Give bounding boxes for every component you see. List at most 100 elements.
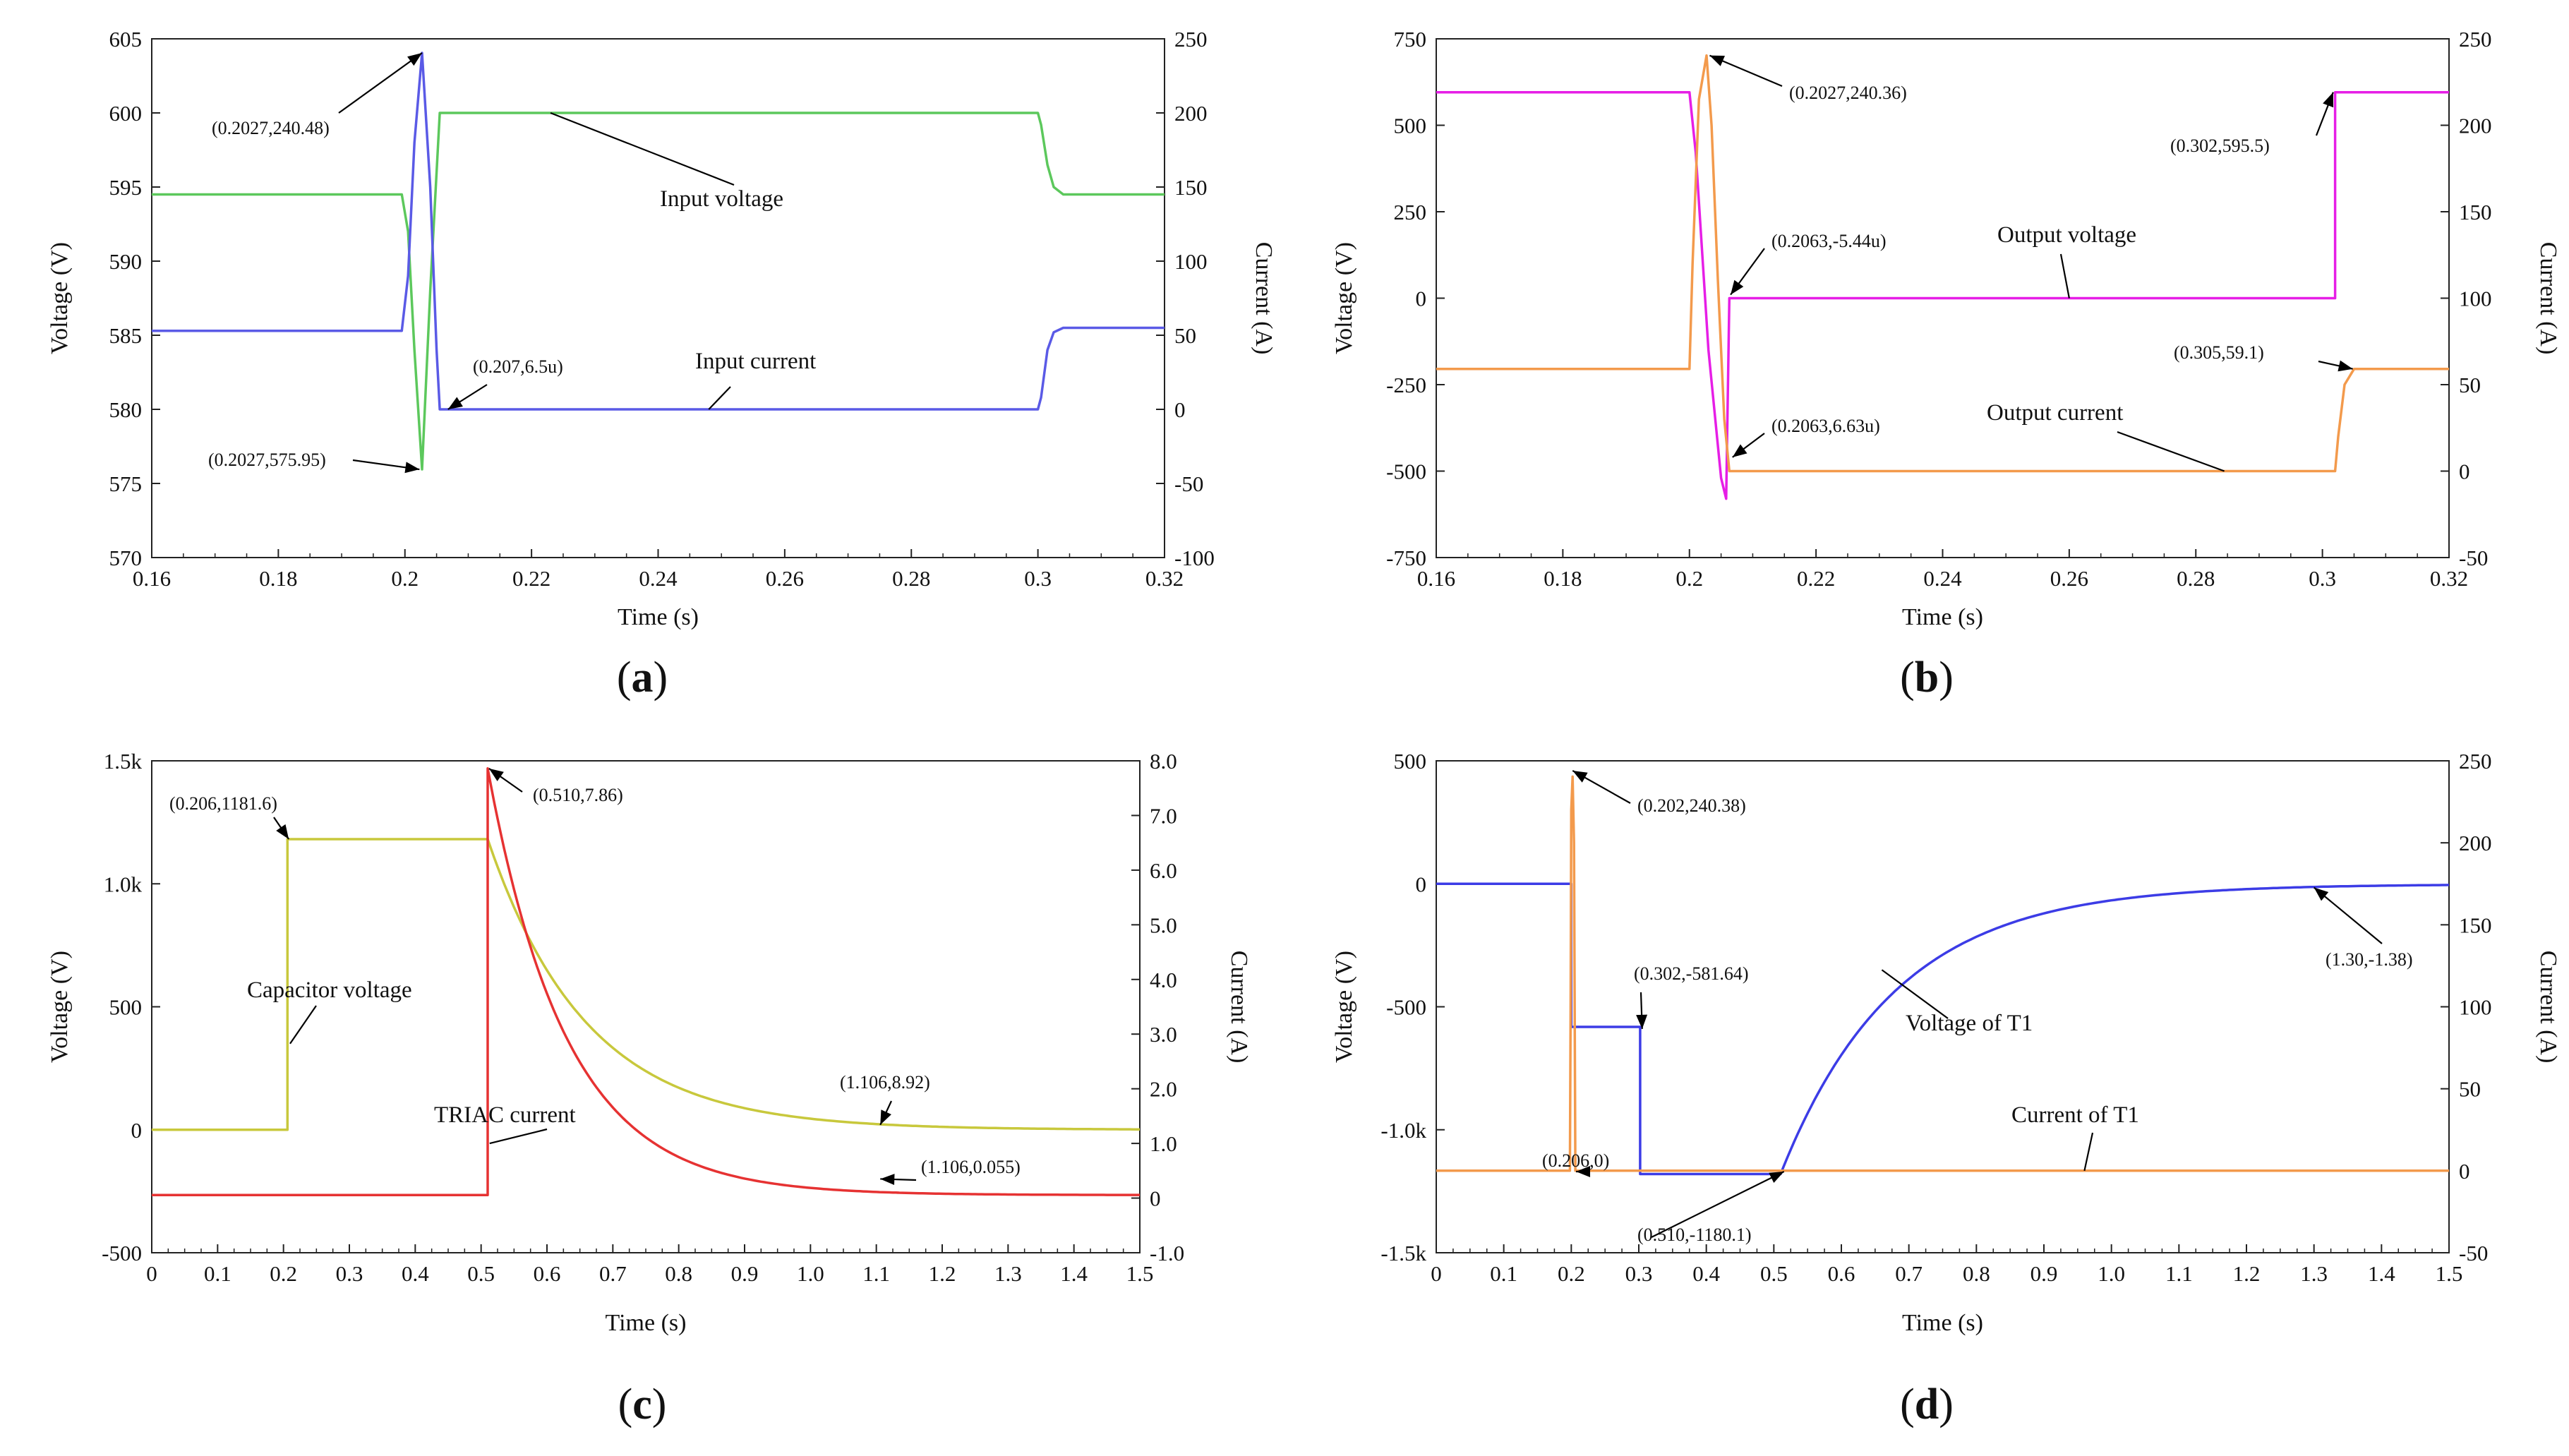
y-left-tick-label: 600 [109,101,143,126]
y-right-tick-label: 100 [2459,287,2492,311]
y-left-axis-label: Voltage (V) [1331,951,1357,1063]
series-line-voltage-of-t1 [1436,882,2450,1176]
annotation-label: (0.302,595.5) [2170,136,2270,156]
x-tick-label: 0.32 [2430,566,2468,591]
annotation-label: (0.2063,6.63u) [1771,416,1880,436]
y-right-tick-label: 250 [2459,749,2492,774]
x-tick-label: 0.16 [1417,566,1455,591]
annotation-arrow [489,1128,548,1145]
x-tick-label: 1.2 [2233,1261,2261,1286]
caption-a: (a) [616,654,668,702]
x-tick-label: 0.9 [731,1261,759,1286]
y-left-tick-label: 500 [109,995,143,1020]
annotation-arrowhead [1636,1014,1648,1029]
y-right-tick-label: 1.0 [1150,1131,1177,1156]
annotation-label: (0.305,59.1) [2174,342,2264,363]
y-right-tick-label: 100 [2459,995,2492,1020]
x-tick-label: 0.8 [665,1261,692,1286]
annotation-arrow [1651,1171,1785,1238]
x-tick-label: 0.3 [1024,566,1052,591]
x-tick-label: 0.5 [467,1261,495,1286]
y-left-tick-label: 0 [131,1118,143,1143]
x-tick-label: 0.3 [2309,566,2336,591]
annotation-arrow [2117,431,2225,472]
x-tick-label: 0.6 [1828,1261,1855,1286]
x-tick-label: 1.4 [2368,1261,2395,1286]
y-right-tick-label: 150 [2459,913,2492,937]
y-right-tick-label: 8.0 [1150,749,1177,774]
y-right-tick-label: 4.0 [1150,968,1177,992]
y-right-axis-label: Current (A) [2535,242,2561,355]
y-right-tick-label: 0 [2459,1159,2470,1184]
x-tick-label: 0 [1431,1261,1442,1286]
series-line-output-voltage [1436,90,2449,500]
x-tick-label: 1.1 [2165,1261,2193,1286]
caption-b: (b) [1900,654,1954,702]
x-tick-label: 1.2 [929,1261,956,1286]
x-axis-label: Time (s) [606,1310,687,1336]
x-tick-label: 1.4 [1060,1261,1088,1286]
annotation-arrowhead [1731,279,1744,295]
annotation-label: (0.510,7.86) [533,785,623,805]
y-right-tick-label: 200 [2459,831,2492,855]
annotation-arrow [550,112,735,186]
annotation-arrow [289,1005,317,1045]
x-tick-label: 1.3 [994,1261,1022,1286]
annotation-label: Capacitor voltage [247,977,412,1003]
annotation-label: (1.106,0.055) [921,1157,1021,1177]
y-left-tick-label: 0 [1416,872,1427,896]
annotation-arrowhead [447,397,463,409]
annotation-label: (1.30,-1.38) [2326,949,2412,970]
x-tick-label: 0.24 [639,566,678,591]
annotation-label: (0.510,-1180.1) [1637,1225,1752,1245]
y-right-tick-label: 0 [1150,1186,1161,1211]
x-tick-label: 0.1 [1490,1261,1517,1286]
x-tick-label: 0.18 [1544,566,1582,591]
x-tick-label: 0.32 [1145,566,1184,591]
y-right-tick-label: 50 [1174,323,1196,348]
y-right-axis-label: Current (A) [2535,951,2561,1064]
y-left-tick-label: 590 [109,249,143,274]
annotation-arrow [338,52,423,114]
y-left-tick-label: -1.0k [1380,1118,1426,1143]
chart-b: 0.16 0.18 0.2 0.22 0.24 0.26 0.28 0.3 0.32 -750 -5… [1331,27,2561,630]
y-left-axis-label: Voltage (V) [47,951,73,1063]
x-tick-label: 1.3 [2300,1261,2328,1286]
x-axis-label: Time (s) [618,604,699,630]
y-left-tick-label: 1.0k [104,872,143,896]
x-tick-label: 0.16 [133,566,171,591]
y-left-tick-label: 750 [1394,27,1427,52]
annotation-label: Input current [695,349,816,374]
x-tick-label: 0.24 [1923,566,1962,591]
y-left-tick-label: 595 [109,175,143,200]
x-tick-label: 0.26 [2050,566,2088,591]
y-right-tick-label: 3.0 [1150,1022,1177,1047]
series-line-current-of-t1 [1436,775,2449,1172]
annotation-arrowhead [1576,1166,1591,1178]
y-left-axis-label: Voltage (V) [1331,242,1357,354]
x-tick-label: 0.8 [1963,1261,1990,1286]
y-left-tick-label: 575 [109,471,143,496]
x-tick-label: 0.28 [892,566,930,591]
annotation-label: Input voltage [660,186,783,212]
annotation-arrow [2059,253,2070,299]
y-right-tick-label: -50 [2459,1241,2488,1265]
y-left-axis-label: Voltage (V) [47,242,73,354]
x-tick-label: 0.6 [534,1261,561,1286]
x-tick-label: 0.4 [402,1261,429,1286]
annotation-arrowhead [276,824,289,839]
annotation-label: Output current [1987,400,2123,426]
annotation-label: (0.2063,-5.44u) [1771,231,1886,251]
y-right-axis-label: Current (A) [1251,242,1277,355]
y-left-tick-label: 500 [1394,114,1427,138]
annotation-arrow [1881,969,1949,1019]
y-right-tick-label: 200 [1174,101,1208,126]
chart-a: 0.16 0.18 0.2 0.22 0.24 0.26 0.28 0.3 0.32 570 575… [47,27,1277,630]
annotation-label: (0.206,1181.6) [169,793,277,814]
annotation-label: TRIAC current [434,1102,576,1128]
annotation-arrowhead [407,52,422,66]
annotation-arrowhead [880,1109,891,1125]
y-right-tick-label: 50 [2459,1077,2481,1102]
y-right-tick-label: 0 [1174,397,1186,422]
x-axis-label: Time (s) [1902,1310,1983,1336]
